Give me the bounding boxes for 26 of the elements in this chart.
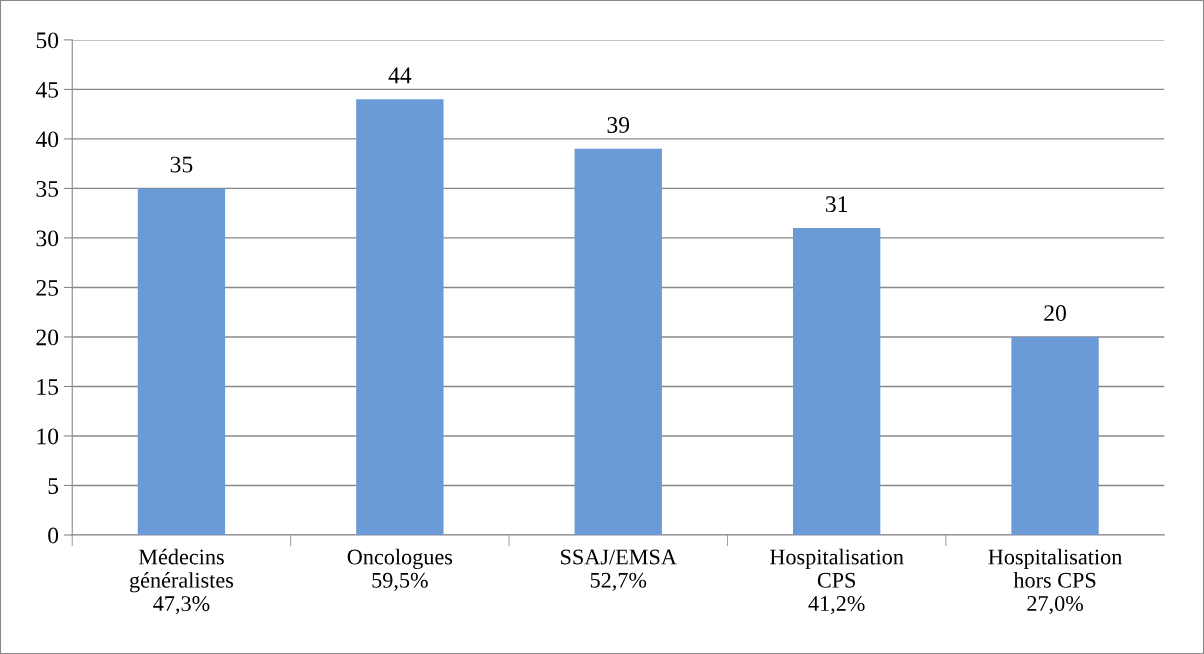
bar: [137, 188, 226, 535]
data-label: 20: [1044, 305, 1066, 322]
data-label: 39: [607, 117, 630, 133]
bar: [574, 148, 662, 535]
x-tick-label: Hospitalisation hors CPS 27,0%: [988, 548, 1123, 615]
bar: [1011, 336, 1099, 535]
y-tick-label: 15: [37, 379, 59, 395]
x-tick-label: Médecins généralistes 47,3%: [129, 548, 234, 615]
y-tick-label: 50: [36, 32, 59, 49]
y-tick-label: 5: [48, 478, 59, 494]
y-tick-label: 35: [36, 180, 59, 197]
y-tick-label: 25: [36, 279, 59, 296]
bar: [792, 228, 881, 535]
y-tick-label: 20: [36, 329, 59, 346]
y-tick-label: 40: [35, 131, 59, 148]
bar: [356, 99, 444, 535]
x-tick-label: Hospitalisation CPS 41,2%: [770, 548, 904, 615]
data-label: 31: [825, 196, 848, 213]
x-tick-label: SSAJ/EMSA 52,7%: [561, 549, 677, 591]
y-tick-label: 0: [48, 527, 59, 544]
y-tick-label: 30: [36, 230, 59, 247]
data-label: 35: [170, 156, 193, 173]
x-tick-label: Oncologues 59,5%: [347, 548, 453, 591]
data-label: 44: [388, 67, 412, 84]
y-tick-label: 10: [37, 428, 59, 445]
y-tick-label: 45: [35, 82, 59, 98]
